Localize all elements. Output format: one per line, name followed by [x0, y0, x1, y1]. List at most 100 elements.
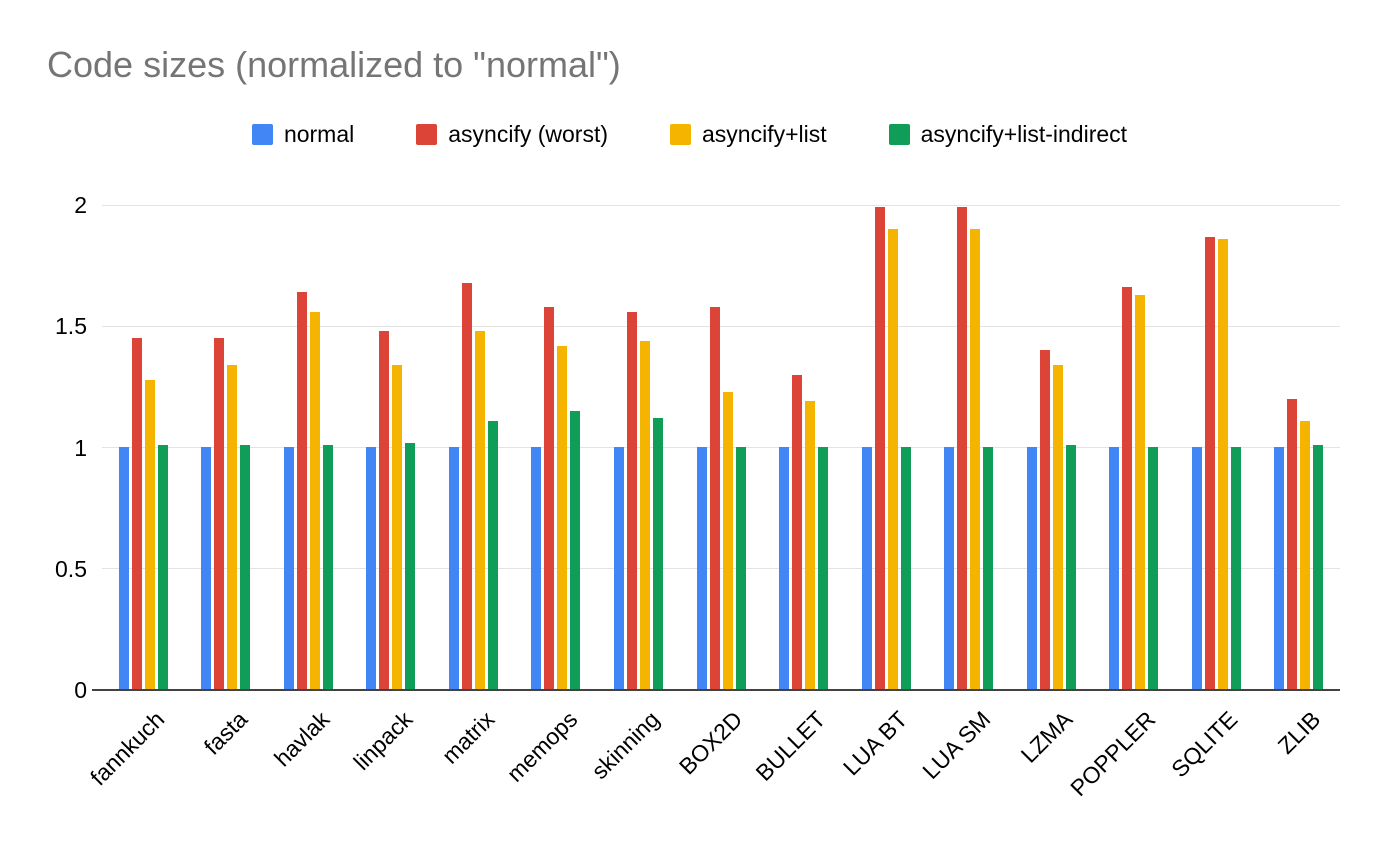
bar: [722, 392, 733, 690]
bar: [214, 338, 225, 690]
bar: [887, 229, 898, 690]
x-tick-label: LUA SM: [916, 706, 995, 785]
x-axis-line: [92, 689, 1340, 691]
x-tick-label: LZMA: [1015, 706, 1078, 768]
bar: [626, 312, 637, 690]
x-tick-label: fasta: [198, 706, 253, 760]
x-tick-label: memops: [501, 706, 583, 787]
x-tick-label: ZLIB: [1272, 706, 1326, 759]
bar: [1217, 239, 1228, 690]
bar: [1052, 365, 1063, 690]
x-tick-label: LUA BT: [838, 706, 913, 781]
gridline: [102, 447, 1340, 448]
bar: [283, 447, 294, 690]
bar: [296, 292, 307, 690]
legend-item: asyncify+list: [670, 121, 827, 148]
legend-item: asyncify (worst): [416, 121, 608, 148]
x-tick-label: matrix: [437, 706, 500, 769]
bar: [639, 341, 650, 690]
bar: [957, 207, 968, 690]
bar: [696, 447, 707, 690]
legend-item: normal: [251, 121, 355, 148]
bar: [227, 365, 238, 690]
bar: [944, 447, 955, 690]
bar: [557, 346, 568, 690]
bar: [392, 365, 403, 690]
bar: [1204, 237, 1215, 690]
bar: [1287, 399, 1298, 690]
legend-item: asyncify+list-indirect: [888, 121, 1128, 148]
y-tick-label: 0.5: [55, 555, 87, 582]
bar: [1191, 447, 1202, 690]
gridline: [102, 325, 1340, 327]
bar: [144, 380, 155, 690]
bar: [1039, 350, 1050, 690]
plot-area: [92, 204, 1340, 691]
bar: [118, 447, 129, 690]
x-tick-label: BULLET: [750, 706, 830, 786]
legend-swatch-icon: [416, 124, 438, 145]
bar: [792, 375, 803, 690]
legend: normal asyncify (worst) asyncify+list async…: [0, 121, 1379, 148]
legend-swatch-icon: [251, 124, 273, 145]
bar: [366, 447, 377, 690]
legend-label: normal: [283, 121, 355, 147]
bar: [818, 447, 829, 690]
bar: [322, 445, 333, 690]
bar: [1109, 447, 1120, 690]
bar: [1122, 287, 1133, 690]
bar: [240, 445, 251, 690]
bar: [861, 447, 872, 690]
legend-label: asyncify+list-indirect: [920, 121, 1128, 147]
x-tick-label: SQLITE: [1166, 706, 1243, 783]
gridline: [102, 568, 1340, 570]
bar: [1230, 447, 1241, 690]
bar: [201, 447, 212, 690]
bar: [1026, 447, 1037, 690]
legend-swatch-icon: [888, 124, 910, 145]
bar: [1148, 447, 1159, 690]
bar: [1300, 421, 1311, 690]
bar: [309, 312, 320, 690]
y-tick-label: 2: [74, 192, 87, 218]
legend-label: asyncify (worst): [448, 121, 608, 147]
bar: [613, 447, 624, 690]
bar: [405, 443, 416, 690]
bar: [970, 229, 981, 690]
bar: [1274, 447, 1285, 690]
bar: [448, 447, 459, 690]
bar: [570, 411, 581, 690]
bar: [900, 447, 911, 690]
x-tick-label: POPPLER: [1064, 706, 1161, 802]
bar: [379, 331, 390, 690]
bar: [983, 447, 994, 690]
bar: [874, 207, 885, 690]
x-tick-label: havlak: [269, 706, 335, 772]
gridline: [102, 204, 1340, 206]
bar: [544, 307, 555, 690]
bar: [779, 447, 790, 690]
bar: [157, 445, 168, 690]
chart-title: Code sizes (normalized to "normal"): [47, 44, 621, 85]
x-tick-label: fannkuch: [85, 706, 170, 791]
bar: [531, 447, 542, 690]
x-tick-label: linpack: [348, 706, 418, 776]
x-tick-label: BOX2D: [673, 706, 748, 780]
bar: [1065, 445, 1076, 690]
bar: [461, 283, 472, 690]
y-tick-label: 1.5: [55, 313, 87, 340]
y-tick-label: 1: [74, 434, 87, 461]
bar: [709, 307, 720, 690]
bar: [1313, 445, 1324, 690]
y-tick-label: 0: [74, 677, 87, 703]
bar: [735, 447, 746, 690]
bar: [652, 418, 663, 690]
legend-label: asyncify+list: [702, 121, 827, 147]
x-tick-label: skinning: [586, 706, 665, 785]
bar: [131, 338, 142, 690]
bar: [487, 421, 498, 690]
legend-swatch-icon: [670, 124, 691, 145]
bar: [1135, 295, 1146, 690]
bar: [474, 331, 485, 690]
